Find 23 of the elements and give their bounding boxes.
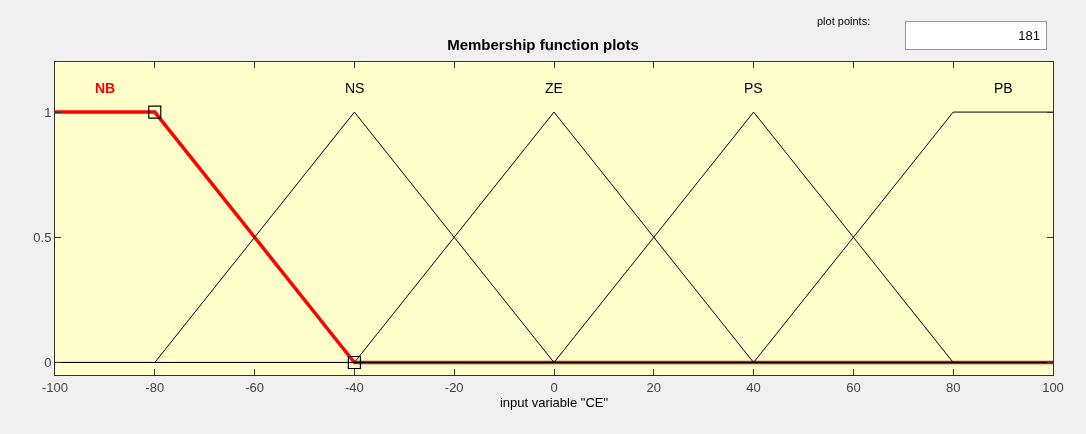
x-tick-label: 0 (550, 379, 558, 395)
y-tick-label: 0 (44, 355, 52, 371)
chart-title: Membership function plots (447, 35, 639, 53)
x-tick-label: -20 (444, 379, 464, 395)
series-label: PS (744, 80, 763, 96)
x-tick-label: 100 (1042, 379, 1064, 395)
x-tick-label: -40 (345, 379, 364, 395)
x-tick-label: 80 (945, 379, 961, 395)
x-tick-label: -100 (41, 379, 69, 395)
series-label: ZE (545, 80, 563, 96)
y-tick-label: 1 (44, 104, 52, 120)
series-label: NS (345, 80, 365, 96)
x-tick-label: -80 (145, 379, 165, 395)
y-tick-label: 0.5 (33, 229, 52, 245)
x-tick-label: 20 (646, 379, 662, 395)
x-axis-title: input variable "CE" (499, 395, 609, 411)
x-tick-label: -60 (245, 379, 264, 395)
x-tick-label: 40 (746, 379, 761, 395)
text: 181 (1018, 28, 1040, 43)
series-label: NB (95, 80, 116, 96)
text: plot points: (817, 15, 871, 27)
x-tick-label: 60 (846, 379, 861, 395)
series-label: PB (994, 80, 1013, 96)
